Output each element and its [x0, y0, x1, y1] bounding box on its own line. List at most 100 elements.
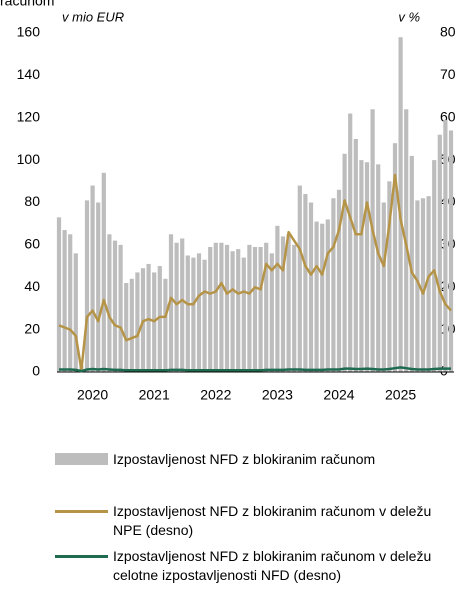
bar [387, 181, 392, 372]
y2-tick-label: 60 [440, 108, 456, 124]
bar [398, 37, 403, 373]
bar [135, 272, 140, 372]
legend-item: Izpostavljenost NFD z blokiranim računom [55, 450, 455, 469]
bar [420, 198, 426, 372]
bar [68, 234, 73, 372]
legend-swatch [55, 555, 108, 558]
y-axis-label: v mio EUR [62, 9, 124, 24]
bar [84, 200, 90, 372]
bar [224, 244, 230, 372]
y-tick-label: 0 [32, 363, 40, 379]
bar [443, 119, 448, 373]
y-tick-label: 140 [17, 66, 41, 82]
bar [185, 255, 190, 372]
bar [348, 113, 353, 372]
bar [336, 189, 342, 372]
bar [280, 236, 286, 372]
y-tick-label: 60 [24, 236, 40, 252]
bar [157, 266, 162, 372]
bar [426, 196, 431, 372]
bar [56, 217, 62, 372]
legend-label: Izpostavljenost NFD z blokiranim računom… [113, 503, 432, 538]
bar [320, 223, 325, 372]
y-tick-label: 80 [24, 193, 40, 209]
legend-swatch [55, 510, 108, 513]
x-tick-label: 2024 [323, 387, 354, 403]
chart: računom v mio EUR v % 0 20 40 60 80 100 120 140… [0, 0, 456, 403]
legend-item: Izpostavljenost NFD z blokiranim računom… [55, 547, 455, 585]
bar [96, 202, 101, 372]
y2-tick-label: 30 [440, 236, 456, 252]
bar [62, 230, 67, 372]
bar [303, 194, 308, 372]
line [58, 173, 452, 372]
chart-title: računom [0, 0, 54, 9]
line [59, 366, 451, 373]
bar [90, 185, 95, 372]
bar [107, 234, 112, 372]
bar [213, 242, 218, 372]
y2-axis-label: v % [398, 9, 420, 24]
bar [292, 244, 297, 372]
bar [353, 138, 358, 372]
y-tick-label: 100 [17, 151, 41, 167]
bar [342, 153, 347, 372]
bar [247, 244, 252, 372]
legend-item: Izpostavljenost NFD z blokiranim računom… [55, 502, 455, 540]
bar [208, 246, 213, 372]
bar [163, 278, 168, 372]
bar [202, 259, 207, 372]
x-tick-label: 2025 [385, 387, 416, 403]
bar [370, 109, 375, 373]
bar [73, 253, 78, 372]
legend-label: Izpostavljenost NFD z blokiranim računom… [113, 548, 432, 583]
bar [118, 244, 123, 372]
bar [297, 185, 302, 372]
y-tick-label: 160 [17, 24, 41, 40]
bar [180, 238, 185, 372]
y-tick-label: 40 [24, 278, 40, 294]
bar [415, 200, 420, 372]
bar [392, 143, 398, 372]
y2-tick-label: 10 [440, 320, 456, 336]
bar [432, 160, 437, 372]
bar [409, 155, 414, 372]
bar [129, 278, 134, 372]
bar [174, 242, 179, 372]
y2-tick-label: 40 [440, 193, 456, 209]
legend-label: Izpostavljenost NFD z blokiranim računom [113, 451, 376, 467]
bar [252, 246, 258, 372]
x-tick-label: 2023 [262, 387, 293, 403]
bar [230, 251, 235, 372]
bar [331, 198, 336, 372]
bar [258, 246, 263, 372]
bar [448, 130, 454, 372]
x-tick-label: 2021 [139, 387, 170, 403]
bar [359, 160, 364, 372]
bar [101, 172, 106, 372]
y2-tick-label: 70 [440, 66, 456, 82]
bar [376, 164, 381, 372]
bar [275, 225, 280, 372]
bar [196, 253, 202, 372]
bar [191, 257, 196, 372]
bar [314, 221, 319, 372]
bar [437, 134, 442, 372]
bar [124, 283, 129, 372]
bar [269, 253, 274, 372]
bar [241, 257, 246, 372]
y-tick-label: 20 [24, 320, 40, 336]
bar [219, 242, 224, 372]
x-tick-label: 2020 [77, 387, 108, 403]
y2-tick-label: 20 [440, 278, 456, 294]
bar [112, 240, 118, 372]
bar [325, 219, 330, 372]
bar [264, 242, 269, 372]
bar [286, 234, 291, 372]
bar [168, 234, 174, 372]
x-tick-label: 2022 [200, 387, 231, 403]
y2-tick-label: 50 [440, 151, 456, 167]
bar [381, 202, 386, 372]
y-tick-label: 120 [17, 108, 41, 124]
